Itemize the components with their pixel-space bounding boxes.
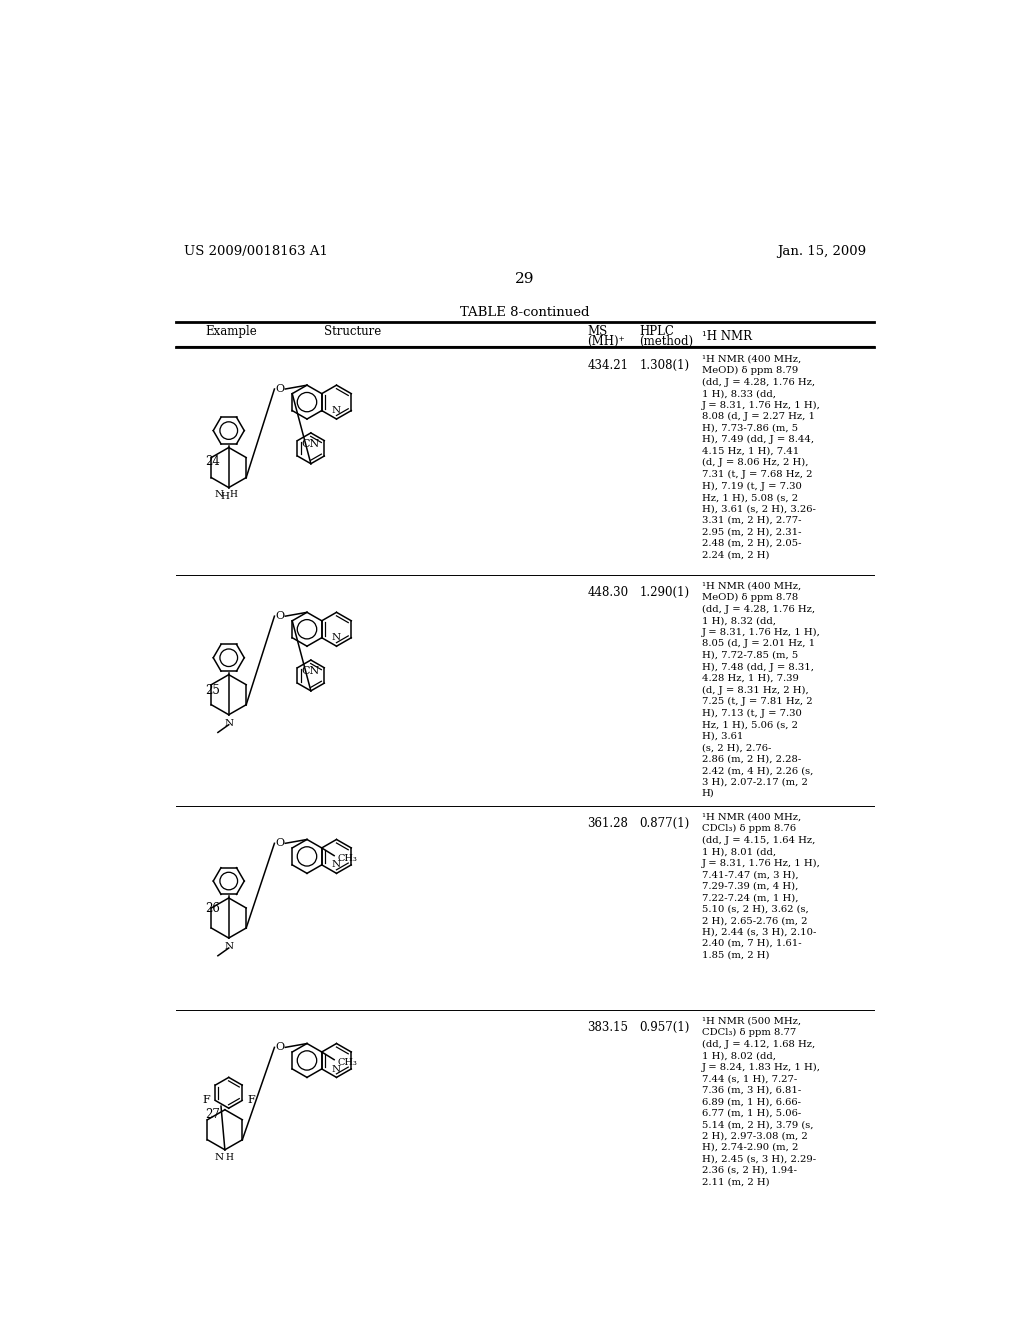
Text: F: F — [202, 1096, 210, 1105]
Text: 434.21: 434.21 — [588, 359, 629, 372]
Text: ¹H NMR (400 MHz,
CDCl₃) δ ppm 8.76
(dd, J = 4.15, 1.64 Hz,
1 H), 8.01 (dd,
J = 8: ¹H NMR (400 MHz, CDCl₃) δ ppm 8.76 (dd, … — [701, 813, 820, 960]
Text: MS: MS — [588, 326, 608, 338]
Text: ¹H NMR (400 MHz,
MeOD) δ ppm 8.78
(dd, J = 4.28, 1.76 Hz,
1 H), 8.32 (dd,
J = 8.: ¹H NMR (400 MHz, MeOD) δ ppm 8.78 (dd, J… — [701, 582, 820, 799]
Text: 361.28: 361.28 — [588, 817, 629, 830]
Text: 383.15: 383.15 — [588, 1022, 629, 1034]
Text: 0.877(1): 0.877(1) — [640, 817, 690, 830]
Text: N: N — [224, 718, 233, 727]
Text: O: O — [275, 1043, 285, 1052]
Text: Structure: Structure — [325, 326, 381, 338]
Text: 24: 24 — [206, 455, 220, 469]
Text: (method): (method) — [640, 335, 693, 347]
Text: US 2009/0018163 A1: US 2009/0018163 A1 — [183, 244, 328, 257]
Text: O: O — [275, 384, 285, 393]
Text: 27: 27 — [206, 1107, 220, 1121]
Text: H: H — [220, 492, 229, 502]
Text: 0.957(1): 0.957(1) — [640, 1022, 690, 1034]
Text: 448.30: 448.30 — [588, 586, 629, 599]
Text: CN: CN — [302, 440, 319, 449]
Text: N: N — [332, 407, 341, 416]
Text: ¹H NMR: ¹H NMR — [701, 330, 752, 343]
Text: N: N — [224, 942, 233, 950]
Text: CH₃: CH₃ — [337, 1059, 357, 1068]
Text: TABLE 8-continued: TABLE 8-continued — [460, 306, 590, 319]
Text: CH₃: CH₃ — [337, 854, 357, 863]
Text: N: N — [332, 1064, 341, 1073]
Text: CN: CN — [302, 667, 319, 676]
Text: O: O — [275, 611, 285, 622]
Text: H: H — [229, 490, 238, 499]
Text: (MH)⁺: (MH)⁺ — [588, 335, 626, 347]
Text: 26: 26 — [206, 902, 220, 915]
Text: Example: Example — [206, 326, 257, 338]
Text: N: N — [332, 634, 341, 643]
Text: O: O — [275, 838, 285, 849]
Text: 1.308(1): 1.308(1) — [640, 359, 689, 372]
Text: ¹H NMR (400 MHz,
MeOD) δ ppm 8.79
(dd, J = 4.28, 1.76 Hz,
1 H), 8.33 (dd,
J = 8.: ¹H NMR (400 MHz, MeOD) δ ppm 8.79 (dd, J… — [701, 354, 820, 560]
Text: 1.290(1): 1.290(1) — [640, 586, 689, 599]
Text: 25: 25 — [206, 684, 220, 697]
Text: N: N — [332, 861, 341, 870]
Text: F: F — [248, 1096, 255, 1105]
Text: Jan. 15, 2009: Jan. 15, 2009 — [776, 244, 866, 257]
Text: N: N — [215, 490, 224, 499]
Text: N: N — [214, 1152, 223, 1162]
Text: H: H — [225, 1152, 233, 1162]
Text: HPLC: HPLC — [640, 326, 675, 338]
Text: ¹H NMR (500 MHz,
CDCl₃) δ ppm 8.77
(dd, J = 4.12, 1.68 Hz,
1 H), 8.02 (dd,
J = 8: ¹H NMR (500 MHz, CDCl₃) δ ppm 8.77 (dd, … — [701, 1016, 820, 1187]
Text: 29: 29 — [515, 272, 535, 286]
